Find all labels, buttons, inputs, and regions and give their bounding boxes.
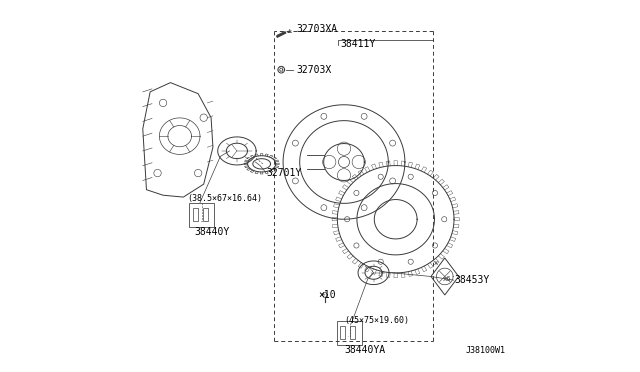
Text: 32701Y: 32701Y: [266, 168, 301, 178]
Text: 38440YA: 38440YA: [344, 345, 385, 355]
Bar: [337, 321, 362, 345]
Text: 32703XA: 32703XA: [296, 24, 337, 34]
Text: 38453Y: 38453Y: [455, 275, 490, 285]
Text: 38440Y: 38440Y: [195, 227, 230, 237]
Bar: [203, 208, 208, 221]
Bar: [193, 208, 198, 221]
Bar: [351, 326, 355, 339]
Text: J38100W1: J38100W1: [466, 346, 506, 355]
Text: 38411Y: 38411Y: [340, 39, 376, 49]
Text: ×10: ×10: [318, 290, 336, 300]
Text: x6: x6: [442, 276, 451, 282]
Text: (38.5×67×16.64): (38.5×67×16.64): [187, 195, 262, 203]
Bar: [340, 326, 346, 339]
Text: 32703X: 32703X: [296, 65, 332, 75]
Bar: [189, 203, 214, 227]
Text: x: x: [433, 260, 438, 266]
Text: (45×75×19.60): (45×75×19.60): [344, 316, 409, 325]
